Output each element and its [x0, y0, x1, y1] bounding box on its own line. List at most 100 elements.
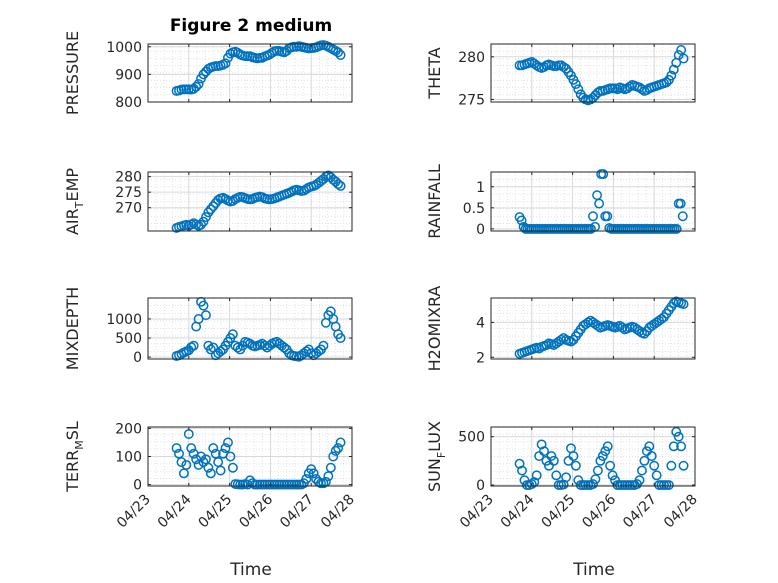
- panel-4-marker: [598, 169, 609, 180]
- panel-5-y-tick-label: 0: [133, 350, 142, 366]
- panel-8-marker: [588, 479, 598, 490]
- panel-3-marker: [198, 216, 209, 227]
- x-axis-label-left: Time: [229, 560, 272, 580]
- panel-7-marker: [198, 457, 209, 468]
- panel-7-marker: [186, 443, 197, 454]
- panel-8-marker: [649, 460, 660, 471]
- panel-8-marker: [602, 441, 613, 452]
- panel-8-marker: [607, 470, 618, 481]
- panel-8-marker: [678, 460, 689, 471]
- panel-8-marker: [668, 441, 679, 452]
- panel-8-marker: [539, 446, 549, 457]
- panel-1-y-tick-label: 900: [115, 67, 142, 83]
- panel-7-marker: [335, 437, 346, 448]
- panel-4-y-tick-label: 0: [476, 222, 485, 238]
- panel-5-y-axis-label: MIXDEPTH: [63, 287, 82, 370]
- panel-8-marker: [592, 465, 603, 476]
- panel-1-marker: [335, 50, 346, 60]
- panel-3-y-tick-label: 280: [115, 170, 142, 186]
- panel-5-marker: [188, 340, 199, 351]
- panel-7-marker: [220, 443, 231, 454]
- panel-7-marker: [171, 443, 182, 454]
- panel-6-marker: [656, 313, 667, 324]
- panel-1-marker: [193, 79, 204, 89]
- panel-5-marker: [227, 329, 238, 340]
- panel-7-marker: [225, 451, 236, 462]
- panel-8-marker: [651, 470, 662, 481]
- panel-1-marker: [191, 81, 202, 92]
- panel-7-marker: [176, 457, 187, 468]
- panel-8-marker: [663, 480, 674, 490]
- panel-1-marker: [333, 47, 344, 58]
- panel-6-y-tick-label: 4: [476, 315, 485, 331]
- panel-4-marker: [516, 215, 527, 226]
- panel-1-axes-box: [147, 43, 353, 103]
- panel-5-marker: [279, 342, 290, 353]
- panel-8-y-tick-label: 500: [458, 430, 485, 446]
- panel-7-y-tick-label: 200: [115, 421, 142, 437]
- panel-3-marker: [203, 207, 214, 218]
- panel-7-y-tick-label: 0: [133, 478, 142, 494]
- panel-2-y-axis-label: THETA: [425, 47, 444, 99]
- panel-1-y-tick-label: 1000: [106, 40, 142, 56]
- panel-8-marker: [570, 460, 581, 471]
- panel-4-axes-box: [490, 171, 696, 232]
- panel-6-marker: [617, 322, 628, 333]
- panel-8-axes-box: [490, 426, 696, 487]
- panel-8-marker: [568, 451, 579, 461]
- panel-4-y-tick-label: 0.5: [463, 201, 485, 217]
- x-axis-label-right: Time: [572, 560, 615, 580]
- panel-5-y-tick-label: 500: [115, 331, 142, 347]
- panel-8-marker: [673, 431, 684, 442]
- panel-3-y-tick-label: 275: [115, 185, 142, 201]
- panel-5-y-tick-label: 1000: [106, 312, 142, 328]
- panel-5-marker: [200, 310, 211, 321]
- panel-2-marker: [558, 62, 569, 72]
- panel-8-marker: [531, 470, 542, 481]
- panel-8-marker: [605, 460, 616, 471]
- panel-8-marker: [514, 458, 525, 469]
- panel-4-y-tick-label: 1: [476, 180, 485, 196]
- panel-2-marker: [624, 81, 635, 92]
- panel-3-y-axis-label: AIRTEMP: [63, 168, 86, 235]
- panel-2-marker: [666, 70, 677, 81]
- panel-6-marker: [592, 320, 603, 331]
- panel-7-marker: [181, 459, 192, 470]
- panel-5-marker: [318, 340, 329, 351]
- panel-4-y-axis-label: RAINFALL: [425, 164, 444, 239]
- panel-4-marker: [671, 223, 682, 234]
- panel-3-marker: [205, 204, 216, 215]
- panel-2-marker: [573, 84, 584, 95]
- panel-5-axes-box: [147, 297, 353, 360]
- panel-4-marker: [594, 198, 605, 209]
- panel-1-y-axis-label: PRESSURE: [63, 31, 82, 115]
- panel-6-axes-box: [490, 297, 696, 360]
- panel-2-marker: [612, 84, 623, 95]
- panel-8-marker: [551, 470, 562, 481]
- panel-2-marker: [678, 53, 689, 64]
- panel-2-marker: [531, 60, 542, 71]
- panel-2-y-tick-label: 275: [458, 92, 485, 108]
- panel-4-marker: [675, 198, 686, 209]
- panel-7-marker: [205, 468, 216, 479]
- panel-5-marker: [198, 300, 209, 311]
- panel-3-marker: [213, 194, 224, 205]
- panel-8-marker: [526, 479, 537, 490]
- figure-title: Figure 2 medium: [170, 16, 332, 36]
- panel-3-marker: [335, 181, 346, 191]
- panel-6-marker: [668, 298, 679, 309]
- panel-7-y-tick-label: 100: [115, 450, 142, 466]
- panel-8-y-tick-label: 0: [476, 478, 485, 494]
- panel-8-marker: [546, 451, 557, 461]
- panel-8-marker: [637, 465, 647, 476]
- panel-6-marker: [639, 328, 650, 339]
- panel-2-marker: [539, 62, 549, 72]
- panel-8-marker: [548, 455, 559, 466]
- panel-3-marker: [200, 212, 211, 222]
- panel-7-marker: [325, 462, 336, 473]
- panel-6-marker: [566, 336, 576, 347]
- panel-7-marker: [301, 474, 312, 484]
- panel-8-marker: [639, 455, 650, 466]
- panel-6-marker: [541, 340, 552, 351]
